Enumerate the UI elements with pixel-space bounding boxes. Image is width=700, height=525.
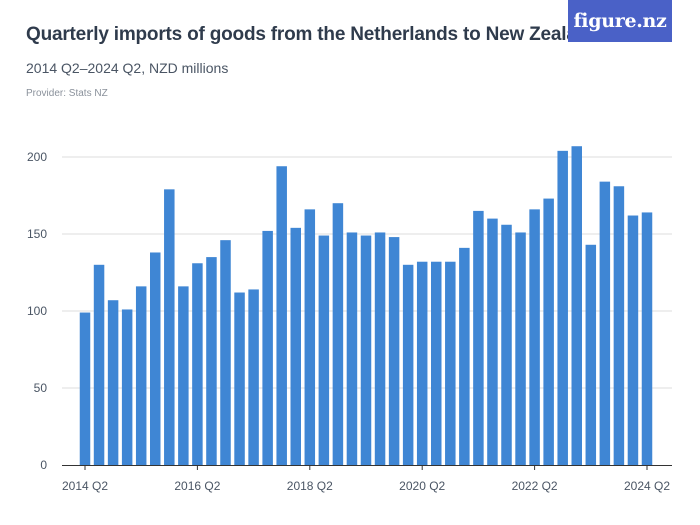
chart-subtitle: 2014 Q2–2024 Q2, NZD millions (26, 60, 229, 76)
figure-nz-logo[interactable]: figure.nz (568, 0, 672, 42)
bar-2018-q3 (318, 235, 330, 465)
bar-2014-q3 (93, 264, 105, 465)
bar-2022-q2 (529, 209, 540, 465)
x-tick-label: 2020 Q2 (399, 479, 445, 493)
bar-2024-q2 (641, 212, 653, 465)
bar-2016-q3 (206, 257, 217, 465)
bar-2023-q2 (585, 244, 597, 465)
bar-2022-q3 (543, 198, 554, 465)
bar-2023-q1 (571, 146, 582, 465)
bar-2018-q2 (304, 209, 316, 465)
bar-2021-q1 (459, 247, 470, 465)
y-tick-label: 50 (34, 381, 48, 395)
bar-2023-q4 (613, 186, 625, 465)
bar-2017-q4 (276, 166, 287, 466)
bars (79, 146, 653, 466)
bar-2021-q4 (501, 224, 512, 465)
chart-title: Quarterly imports of goods from the Neth… (26, 24, 600, 45)
bar-2020-q2 (416, 261, 428, 465)
bar-2014-q2 (79, 312, 91, 465)
provider-note: Provider: Stats NZ (26, 88, 108, 99)
bar-2019-q1 (346, 232, 358, 465)
bar-2020-q4 (445, 261, 456, 465)
y-tick-label: 200 (27, 150, 47, 164)
bar-2016-q1 (178, 286, 189, 465)
bar-2021-q2 (473, 210, 484, 465)
x-tick-label: 2018 Q2 (287, 479, 333, 493)
bar-2022-q4 (557, 150, 568, 465)
bar-2017-q2 (248, 289, 259, 465)
bar-2019-q4 (388, 237, 400, 465)
bar-2016-q2 (192, 263, 203, 465)
bar-2015-q1 (121, 309, 133, 465)
bar-2018-q4 (332, 203, 344, 465)
bar-2016-q4 (220, 240, 231, 465)
bar-2024-q1 (627, 215, 639, 465)
y-tick-label: 100 (27, 304, 47, 318)
bar-2017-q1 (234, 292, 245, 465)
bar-2015-q4 (164, 189, 175, 465)
bar-2020-q3 (431, 261, 442, 465)
bar-2015-q3 (150, 252, 161, 465)
bar-2015-q2 (135, 286, 147, 465)
bar-2023-q3 (599, 181, 611, 465)
axes: 0 50 100 150 200 2014 Q2 2016 Q2 2018 Q2 2020 Q2… (27, 150, 672, 493)
bar-2020-q1 (402, 264, 414, 465)
y-tick-label: 0 (40, 458, 47, 472)
x-tick-label: 2022 Q2 (512, 479, 558, 493)
y-tick-label: 150 (27, 227, 47, 241)
bar-2018-q1 (290, 227, 301, 465)
x-tick-label: 2014 Q2 (62, 479, 108, 493)
x-tick-label: 2016 Q2 (174, 479, 220, 493)
bar-2014-q4 (107, 300, 119, 465)
bar-2019-q3 (374, 232, 386, 465)
bar-2022-q1 (515, 232, 526, 465)
bar-2017-q3 (262, 230, 273, 465)
bar-2019-q2 (360, 235, 372, 465)
x-tick-label: 2024 Q2 (624, 479, 670, 493)
bar-2021-q3 (487, 218, 498, 465)
